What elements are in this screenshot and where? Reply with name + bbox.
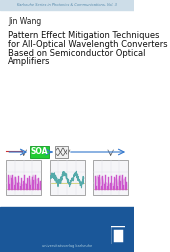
Bar <box>112 228 124 242</box>
Text: for All-Optical Wavelength Converters: for All-Optical Wavelength Converters <box>8 40 167 49</box>
Bar <box>55 146 68 158</box>
Text: universitatsverlag karlsruhe: universitatsverlag karlsruhe <box>42 244 92 248</box>
Text: Amplifiers: Amplifiers <box>8 57 50 66</box>
Bar <box>111 226 125 244</box>
Bar <box>6 160 41 195</box>
Bar <box>0 207 134 252</box>
Bar <box>50 160 85 195</box>
Text: SOA: SOA <box>31 147 48 156</box>
Bar <box>0 0 134 10</box>
Bar <box>30 146 49 158</box>
Bar <box>93 160 128 195</box>
Text: Jin Wang: Jin Wang <box>8 17 41 26</box>
Text: Based on Semiconductor Optical: Based on Semiconductor Optical <box>8 48 145 57</box>
Text: Pattern Effect Mitigation Techniques: Pattern Effect Mitigation Techniques <box>8 32 159 41</box>
Text: Karlsruhe Series in Photonics & Communications, Vol. 3: Karlsruhe Series in Photonics & Communic… <box>17 3 117 7</box>
Bar <box>115 231 121 239</box>
